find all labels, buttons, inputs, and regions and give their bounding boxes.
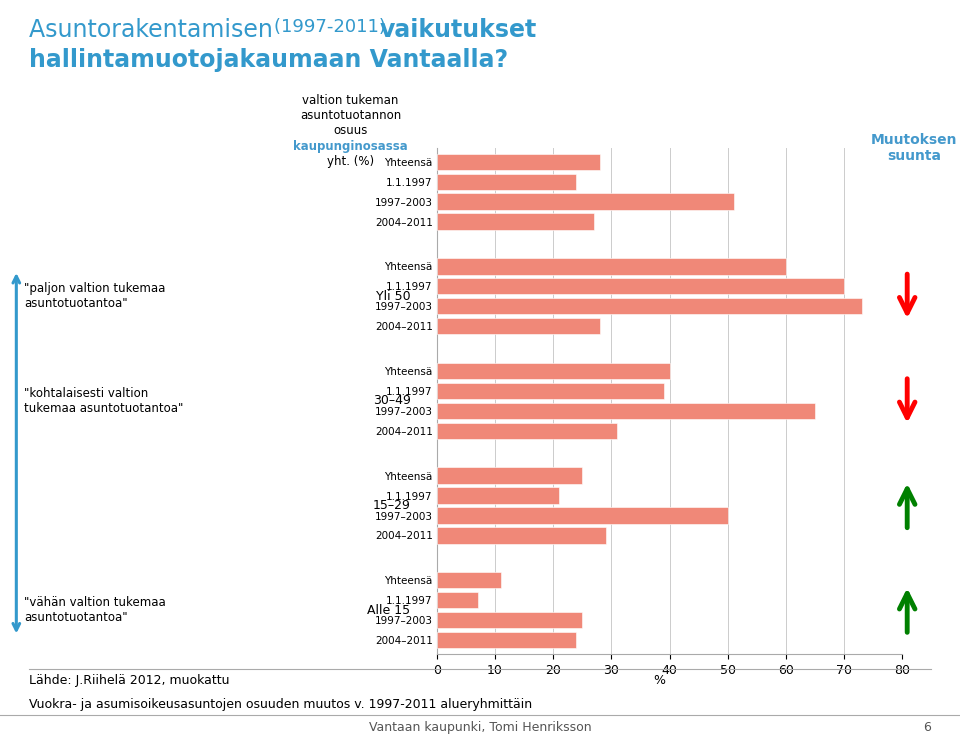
Bar — [437, 403, 815, 419]
Text: (1997-2011): (1997-2011) — [274, 18, 392, 36]
Text: Alle 15: Alle 15 — [368, 604, 411, 616]
Bar — [437, 612, 583, 628]
Bar — [437, 214, 594, 230]
Bar — [437, 527, 606, 544]
Text: yht. (%): yht. (%) — [326, 154, 374, 168]
Bar — [437, 278, 844, 294]
Bar — [437, 363, 670, 379]
Text: Yli 50: Yli 50 — [376, 290, 411, 303]
Bar — [437, 258, 786, 275]
Bar — [437, 488, 559, 504]
Text: "vähän valtion tukemaa
asuntotuotantoa": "vähän valtion tukemaa asuntotuotantoa" — [24, 596, 166, 624]
Text: Vuokra- ja asumisoikeusasuntojen osuuden muutos v. 1997-2011 alueryhmittäin: Vuokra- ja asumisoikeusasuntojen osuuden… — [29, 698, 532, 712]
Bar — [437, 383, 663, 399]
Bar — [437, 174, 576, 190]
Text: %: % — [653, 674, 665, 687]
Text: hallintamuotojakaumaan Vantaalla?: hallintamuotojakaumaan Vantaalla? — [29, 48, 508, 72]
Text: Vantaan kaupunki, Tomi Henriksson: Vantaan kaupunki, Tomi Henriksson — [369, 721, 591, 734]
Bar — [437, 423, 617, 439]
Text: osuus: osuus — [333, 123, 368, 137]
Bar — [437, 632, 576, 648]
Text: asuntotuotannon: asuntotuotannon — [300, 109, 401, 122]
Bar — [437, 154, 600, 170]
Text: 6: 6 — [924, 721, 931, 734]
Bar — [437, 468, 583, 484]
Text: Muutoksen
suunta: Muutoksen suunta — [871, 133, 957, 163]
Bar — [437, 298, 862, 314]
Text: valtion tukeman: valtion tukeman — [302, 94, 398, 107]
Bar — [437, 592, 477, 608]
Text: 30–49: 30–49 — [372, 395, 411, 407]
Text: "paljon valtion tukemaa
asuntotuotantoa": "paljon valtion tukemaa asuntotuotantoa" — [24, 282, 165, 310]
Text: kaupunginosassa: kaupunginosassa — [293, 140, 408, 153]
Bar — [437, 194, 733, 210]
Bar — [437, 572, 501, 588]
Bar — [437, 318, 600, 334]
Text: "kohtalaisesti valtion
tukemaa asuntotuotantoa": "kohtalaisesti valtion tukemaa asuntotuo… — [24, 387, 183, 415]
Text: 15–29: 15–29 — [372, 499, 411, 512]
Text: vaikutukset: vaikutukset — [379, 18, 537, 42]
Bar — [437, 508, 728, 524]
Text: Asuntorakentamisen: Asuntorakentamisen — [29, 18, 280, 42]
Text: Lähde: J.Riihelä 2012, muokattu: Lähde: J.Riihelä 2012, muokattu — [29, 674, 229, 687]
